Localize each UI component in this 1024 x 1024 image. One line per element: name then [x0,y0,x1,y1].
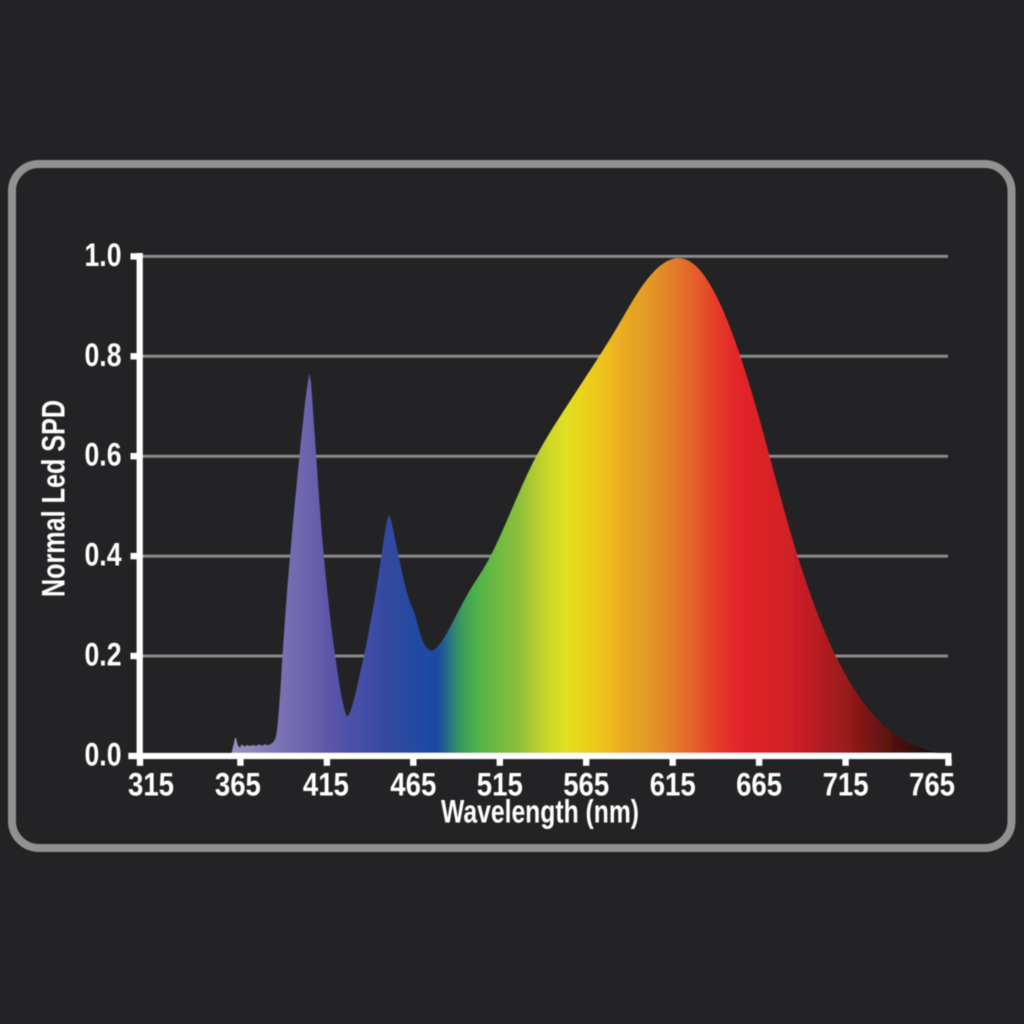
svg-text:615: 615 [650,767,696,803]
svg-text:1.0: 1.0 [85,237,122,273]
svg-text:0.4: 0.4 [85,537,122,573]
svg-text:Wavelength (nm): Wavelength (nm) [441,794,639,830]
svg-text:665: 665 [736,767,782,803]
svg-text:465: 465 [390,767,436,803]
svg-text:715: 715 [823,767,869,803]
svg-text:0.8: 0.8 [85,337,122,373]
svg-text:0.6: 0.6 [85,437,122,473]
svg-text:415: 415 [303,767,349,803]
svg-text:0.2: 0.2 [85,637,122,673]
svg-text:365: 365 [215,767,261,803]
svg-text:315: 315 [128,767,174,803]
svg-text:Normal Led SPD: Normal Led SPD [36,400,72,597]
svg-text:765: 765 [909,767,955,803]
svg-text:565: 565 [563,767,609,803]
svg-text:0.0: 0.0 [85,737,122,773]
svg-text:515: 515 [477,767,523,803]
